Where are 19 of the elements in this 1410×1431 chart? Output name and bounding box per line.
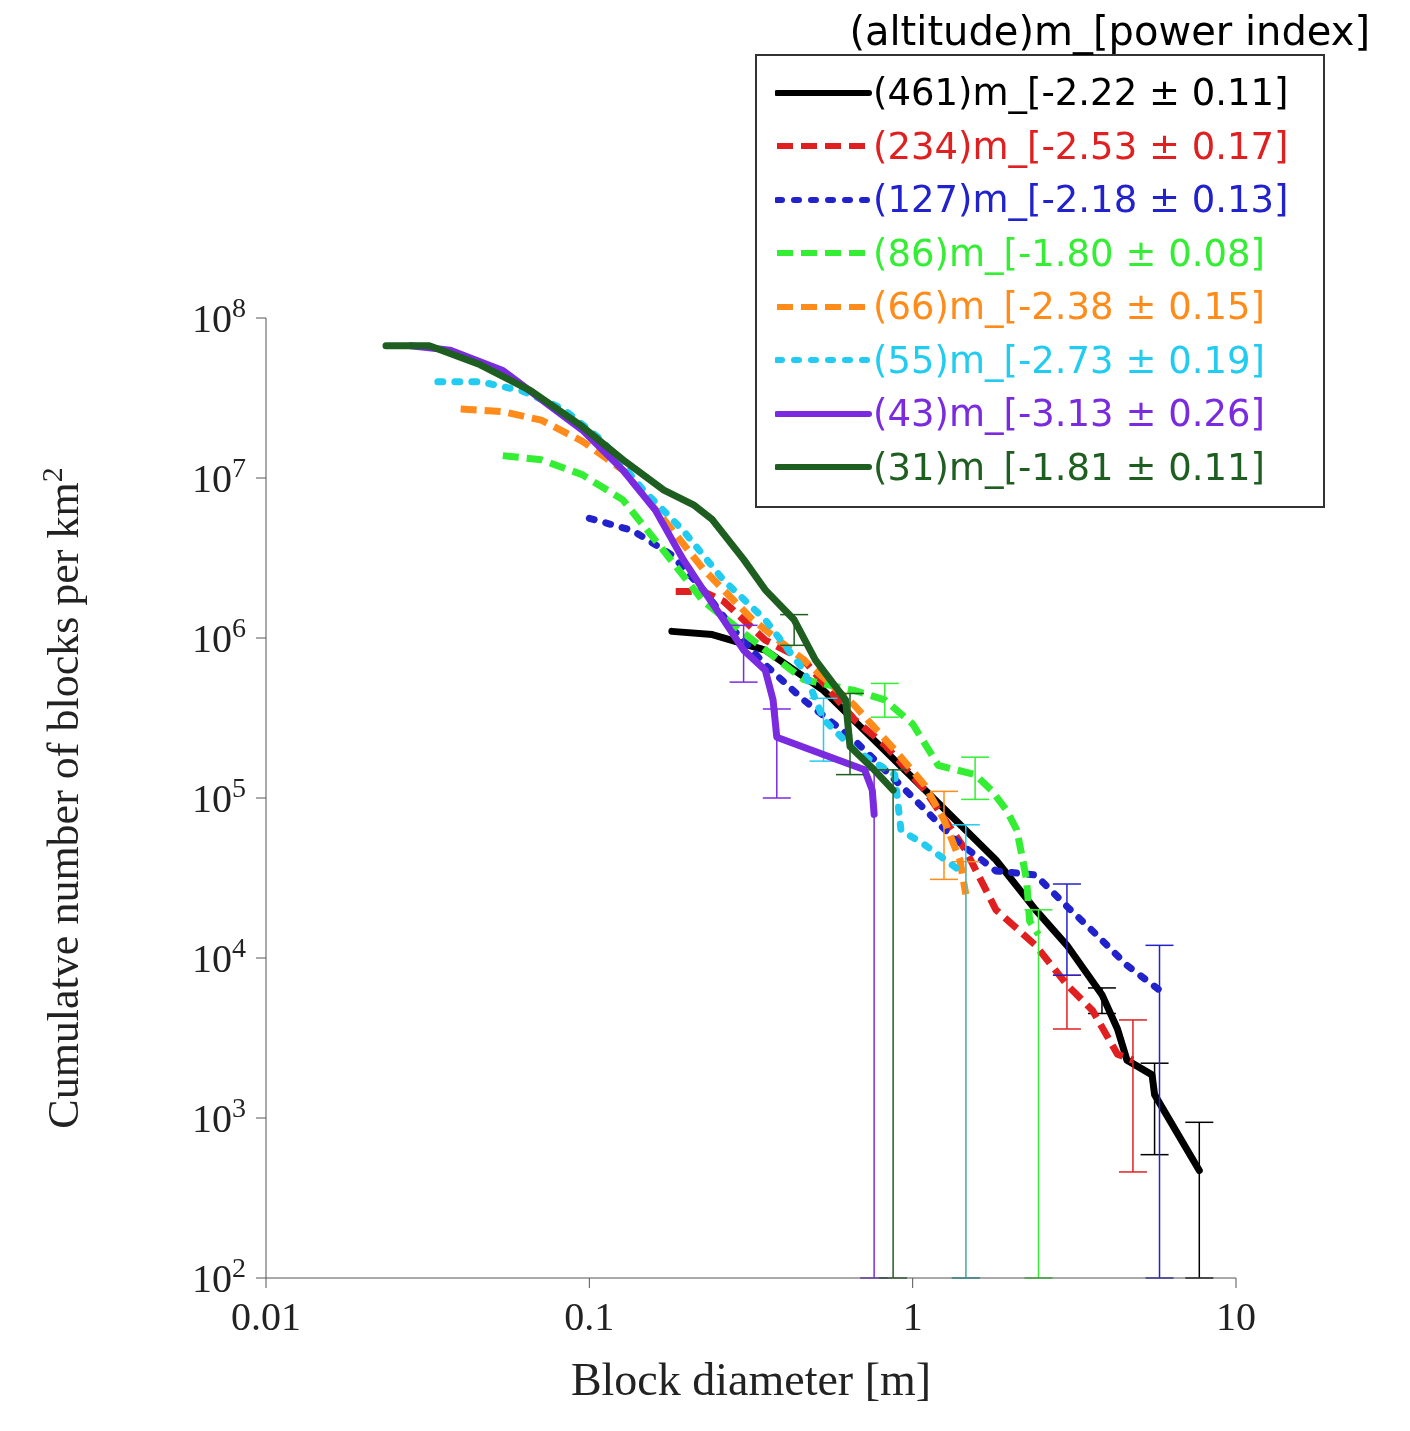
y-tick-label: 10$^{4}$ bbox=[192, 931, 246, 981]
legend-label: (127)m_[-2.18 ± 0.13] bbox=[873, 178, 1289, 222]
y-tick-label: 10$^{5}$ bbox=[192, 771, 246, 821]
legend-title: (altitude)m_[power index] bbox=[848, 8, 1370, 54]
y-tick-label: 10$^{6}$ bbox=[192, 611, 246, 661]
x-tick-label: 0.1 bbox=[564, 1294, 615, 1340]
x-axis-title: Block diameter [m] bbox=[570, 1354, 932, 1405]
legend-label: (31)m_[-1.81 ± 0.11] bbox=[873, 445, 1266, 489]
legend-label: (86)m_[-1.80 ± 0.08] bbox=[873, 231, 1266, 275]
legend-label: (66)m_[-2.38 ± 0.15] bbox=[873, 285, 1266, 329]
y-tick-label: 10$^{8}$ bbox=[192, 291, 246, 341]
x-tick-label: 1 bbox=[902, 1294, 923, 1340]
y-tick-label: 10$^{7}$ bbox=[192, 451, 246, 501]
legend-label: (43)m_[-3.13 ± 0.26] bbox=[873, 392, 1266, 436]
legend-label: (55)m_[-2.73 ± 0.19] bbox=[873, 338, 1266, 382]
x-tick-label: 10 bbox=[1216, 1294, 1256, 1340]
legend-label: (461)m_[-2.22 ± 0.11] bbox=[873, 71, 1289, 115]
legend-label: (234)m_[-2.53 ± 0.17] bbox=[873, 124, 1289, 168]
y-tick-label: 10$^{3}$ bbox=[192, 1091, 246, 1141]
